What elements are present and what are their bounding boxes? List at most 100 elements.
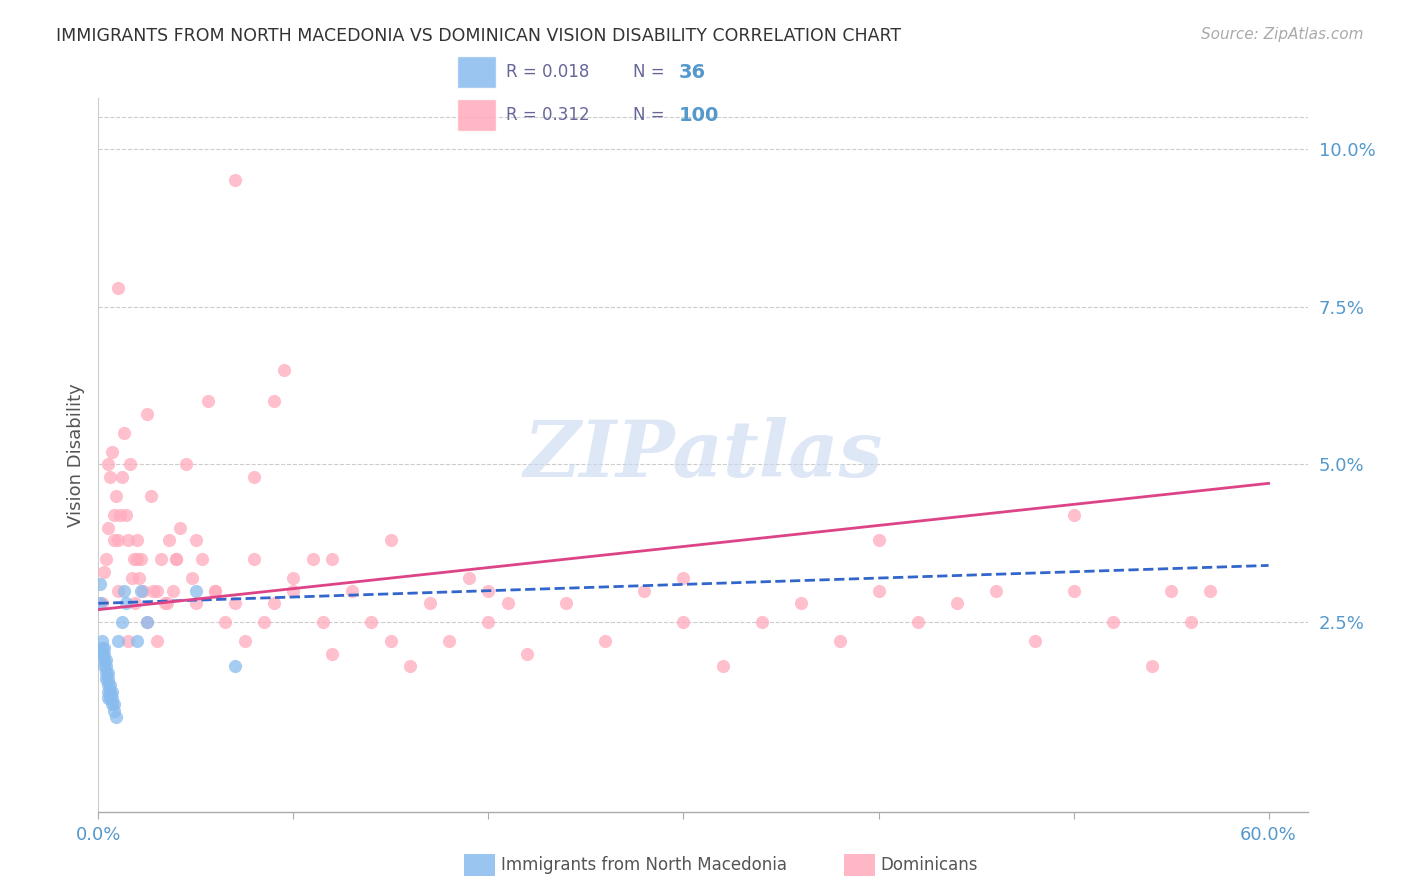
Text: 36: 36: [679, 62, 706, 82]
Point: [91, 634, 114, 648]
Point: [142, 583, 165, 598]
Point: [118, 458, 141, 472]
Text: Dominicans: Dominicans: [880, 856, 977, 874]
Point: [157, 533, 180, 548]
Point: [496, 596, 519, 610]
Point: [149, 552, 172, 566]
Point: [93, 647, 115, 661]
Point: [96, 659, 118, 673]
Point: [97, 665, 120, 680]
Point: [103, 698, 125, 712]
Point: [104, 489, 127, 503]
Point: [399, 659, 422, 673]
Point: [114, 596, 136, 610]
Y-axis label: Vision Disability: Vision Disability: [66, 383, 84, 527]
Point: [136, 615, 159, 630]
Point: [131, 552, 153, 566]
Point: [868, 533, 890, 548]
Point: [127, 634, 149, 648]
Point: [165, 552, 187, 566]
Text: Source: ZipAtlas.com: Source: ZipAtlas.com: [1201, 27, 1364, 42]
Point: [1180, 615, 1202, 630]
Point: [283, 583, 305, 598]
Text: 100: 100: [679, 105, 718, 125]
Point: [89, 596, 111, 610]
Point: [340, 583, 363, 598]
Point: [321, 552, 343, 566]
Point: [214, 615, 236, 630]
Point: [380, 533, 402, 548]
Point: [122, 552, 145, 566]
Point: [93, 653, 115, 667]
Point: [1199, 583, 1222, 598]
Point: [91, 596, 114, 610]
Point: [419, 596, 441, 610]
Point: [101, 698, 124, 712]
Point: [165, 552, 187, 566]
Point: [1160, 583, 1182, 598]
Point: [146, 583, 169, 598]
Text: IMMIGRANTS FROM NORTH MACEDONIA VS DOMINICAN VISION DISABILITY CORRELATION CHART: IMMIGRANTS FROM NORTH MACEDONIA VS DOMIN…: [56, 27, 901, 45]
Point: [312, 615, 335, 630]
Point: [477, 583, 499, 598]
Point: [107, 583, 129, 598]
Point: [96, 672, 118, 686]
Point: [1140, 659, 1163, 673]
Point: [101, 684, 124, 698]
Point: [224, 596, 246, 610]
Point: [672, 615, 695, 630]
Point: [97, 684, 120, 698]
Point: [104, 710, 127, 724]
Text: N =: N =: [633, 106, 669, 124]
Point: [112, 425, 135, 440]
Point: [112, 583, 135, 598]
Point: [711, 659, 734, 673]
Point: [96, 552, 118, 566]
Point: [136, 615, 159, 630]
Point: [127, 533, 149, 548]
Point: [103, 508, 125, 522]
Point: [128, 571, 150, 585]
Point: [184, 533, 207, 548]
Point: [243, 470, 266, 484]
Point: [197, 394, 219, 409]
Point: [97, 520, 120, 534]
Point: [380, 634, 402, 648]
Point: [117, 634, 139, 648]
Point: [1063, 583, 1085, 598]
Point: [132, 583, 155, 598]
Point: [136, 407, 159, 421]
Point: [114, 508, 136, 522]
Point: [101, 444, 124, 458]
Text: R = 0.018: R = 0.018: [506, 63, 589, 81]
Point: [174, 458, 197, 472]
Point: [1024, 634, 1046, 648]
Point: [108, 508, 131, 522]
Point: [98, 678, 121, 692]
Bar: [457, 99, 496, 131]
Point: [1101, 615, 1123, 630]
Point: [139, 489, 162, 503]
Point: [124, 596, 146, 610]
Point: [1063, 508, 1085, 522]
Point: [117, 533, 139, 548]
Point: [97, 691, 120, 706]
Point: [96, 665, 118, 680]
Point: [253, 615, 276, 630]
Point: [97, 672, 120, 686]
Point: [107, 280, 129, 294]
Point: [127, 552, 149, 566]
Point: [224, 659, 246, 673]
Point: [169, 520, 191, 534]
Point: [439, 634, 461, 648]
Text: R = 0.312: R = 0.312: [506, 106, 589, 124]
Point: [98, 691, 121, 706]
Point: [184, 596, 207, 610]
Text: ZIPatlas: ZIPatlas: [523, 417, 883, 493]
Point: [111, 615, 134, 630]
Point: [302, 552, 325, 566]
Point: [945, 596, 967, 610]
Point: [204, 583, 226, 598]
Point: [97, 458, 120, 472]
Point: [555, 596, 578, 610]
